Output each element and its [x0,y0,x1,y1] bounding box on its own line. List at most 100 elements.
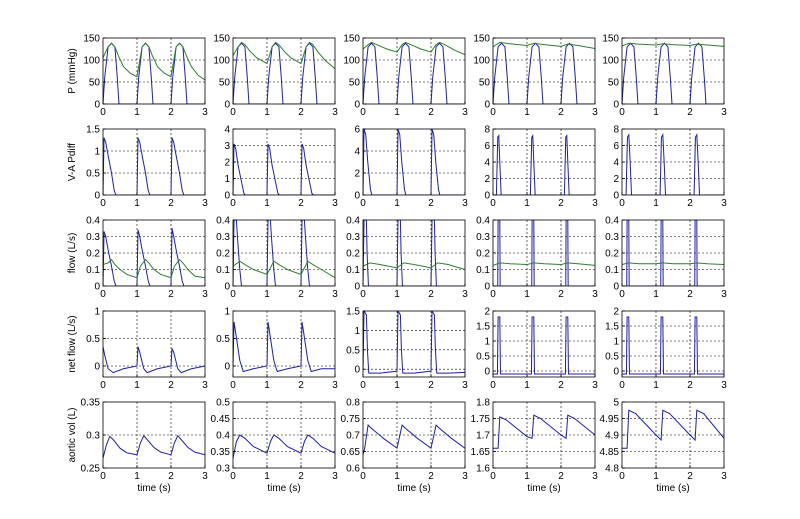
x-tick-label: 0 [360,289,366,300]
series-line-blue [103,228,205,286]
y-tick-label: 5 [613,398,619,409]
x-tick-label: 1 [134,471,140,482]
x-tick-label: 1 [653,198,659,209]
series-line-blue [493,133,595,195]
y-tick-label: 0 [484,191,490,202]
y-tick-label: 0.75 [341,414,361,425]
y-axis-label: net flow (L/s) [67,315,78,372]
x-tick-label: 1 [264,107,270,118]
series-line-blue [493,414,595,449]
y-tick-label: 2 [613,174,619,185]
axes-box [232,310,336,378]
y-tick-label: 1.75 [471,414,491,425]
y-tick-label: 1 [94,147,100,158]
y-tick-label: 8 [613,125,619,136]
x-tick-label: 2 [687,107,693,118]
x-tick-label: 0 [230,471,236,482]
y-tick-label: 0 [613,191,619,202]
x-tick-label: 3 [592,289,598,300]
y-tick-label: 0.3 [86,232,100,243]
y-tick-label: 0 [224,100,230,111]
x-tick-label: 0 [619,107,625,118]
x-tick-label: 3 [721,471,727,482]
series-line-blue [622,42,724,104]
panel-r3-c3: 0 1 2 3 0 0.5 1 1.5 2 [476,307,598,392]
x-tick-label: 0 [230,380,236,391]
x-tick-label: 2 [558,198,564,209]
x-tick-label: 3 [332,380,338,391]
y-tick-label: 2 [484,307,490,318]
series-line-blue [233,321,335,373]
x-tick-label: 2 [298,471,304,482]
y-tick-label: 0.1 [605,265,619,276]
y-tick-label: 6 [613,141,619,152]
y-tick-label: 50 [479,78,491,89]
x-tick-label: 3 [332,198,338,209]
x-tick-label: 1 [524,198,530,209]
y-tick-label: 1 [224,307,230,318]
series-line-blue [233,143,335,195]
y-tick-label: 0.25 [81,464,101,475]
x-axis-label: time (s) [267,483,300,494]
y-tick-label: 0.4 [216,216,230,227]
x-tick-label: 1 [394,289,400,300]
axes-box [362,310,466,378]
x-tick-label: 0 [360,198,366,209]
y-tick-label: 0.3 [216,464,230,475]
y-tick-label: 0.3 [346,232,360,243]
series-line-green [363,262,465,270]
y-tick-label: 1.7 [476,431,490,442]
x-tick-label: 3 [332,289,338,300]
x-axis-label: time (s) [527,483,560,494]
x-tick-label: 0 [360,471,366,482]
y-tick-label: 4 [354,147,360,158]
y-tick-label: 6 [354,125,360,136]
y-tick-label: 4.85 [600,447,620,458]
x-tick-label: 1 [264,471,270,482]
y-tick-label: 0 [613,282,619,293]
panel-r1-c1: 0 1 2 3 0 1 2 3 4 [224,125,338,210]
y-tick-label: 0.4 [605,216,619,227]
y-tick-label: 0 [354,100,360,111]
series-line-blue [363,311,465,374]
y-tick-label: 2 [354,169,360,180]
y-tick-label: 0.65 [341,447,361,458]
y-tick-label: 0 [484,367,490,378]
series-line-green [233,260,335,279]
y-tick-label: 1.5 [86,125,100,136]
y-tick-label: 1.5 [476,322,490,333]
panel-r0-c2: 0 1 2 3 0 50 100 150 [343,34,468,119]
x-tick-label: 0 [619,471,625,482]
x-tick-label: 3 [202,107,208,118]
y-tick-label: 0.1 [476,265,490,276]
x-tick-label: 1 [394,107,400,118]
y-tick-label: 50 [219,78,231,89]
y-tick-label: 0 [354,282,360,293]
series-line-blue [103,346,205,374]
y-tick-label: 0.35 [211,447,231,458]
series-line-blue [363,424,465,455]
y-tick-label: 0 [94,100,100,111]
y-tick-label: 0 [484,100,490,111]
x-tick-label: 3 [592,380,598,391]
axes-box [102,128,206,196]
x-tick-label: 3 [462,107,468,118]
y-tick-label: 100 [213,56,230,67]
x-tick-label: 0 [490,198,496,209]
y-axis-label: flow (L/s) [67,233,78,274]
x-tick-label: 3 [462,289,468,300]
series-line-blue [363,220,465,286]
y-tick-label: 0.3 [216,232,230,243]
panel-r2-c2: 0 1 2 3 0 0.1 0.2 0.3 0.4 [346,216,468,301]
x-tick-label: 0 [360,107,366,118]
y-tick-label: 150 [213,34,230,45]
y-tick-label: 150 [343,34,360,45]
y-tick-label: 150 [602,34,619,45]
x-axis-label: time (s) [656,483,689,494]
axes-box [621,310,725,378]
x-tick-label: 2 [687,471,693,482]
y-tick-label: 0.45 [211,414,231,425]
series-line-green [493,41,595,50]
series-line-blue [363,42,465,104]
